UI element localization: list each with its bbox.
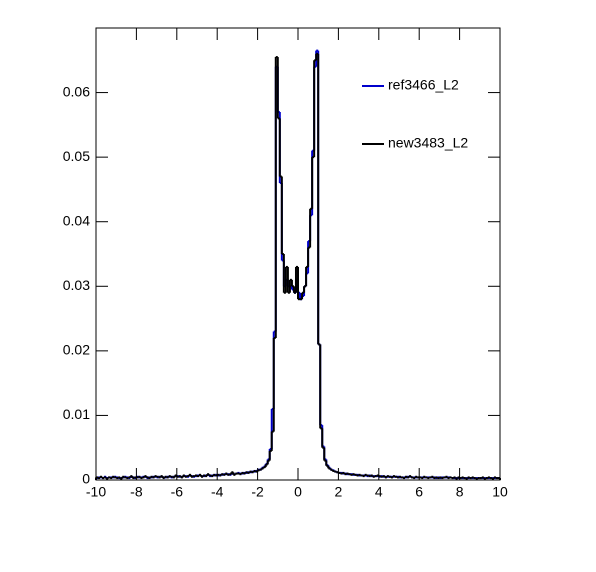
y-tick-label: 0 <box>82 471 90 487</box>
y-tick-label: 0.06 <box>63 83 90 99</box>
y-tick-label: 0.02 <box>63 342 90 358</box>
x-tick-label: -10 <box>86 484 106 500</box>
y-tick-label: 0.04 <box>63 212 90 228</box>
x-tick-label: 0 <box>294 484 302 500</box>
x-tick-label: 6 <box>415 484 423 500</box>
legend-label: new3483_L2 <box>388 135 468 151</box>
x-tick-label: -4 <box>211 484 224 500</box>
x-tick-label: 4 <box>375 484 383 500</box>
y-tick-label: 0.03 <box>63 277 90 293</box>
legend-label: ref3466_L2 <box>388 77 459 93</box>
x-tick-label: 2 <box>335 484 343 500</box>
x-tick-label: 8 <box>456 484 464 500</box>
y-tick-label: 0.01 <box>63 406 90 422</box>
x-tick-label: -6 <box>171 484 184 500</box>
x-tick-label: 10 <box>492 484 508 500</box>
x-tick-label: -2 <box>251 484 264 500</box>
y-tick-label: 0.05 <box>63 148 90 164</box>
x-tick-label: -8 <box>130 484 143 500</box>
